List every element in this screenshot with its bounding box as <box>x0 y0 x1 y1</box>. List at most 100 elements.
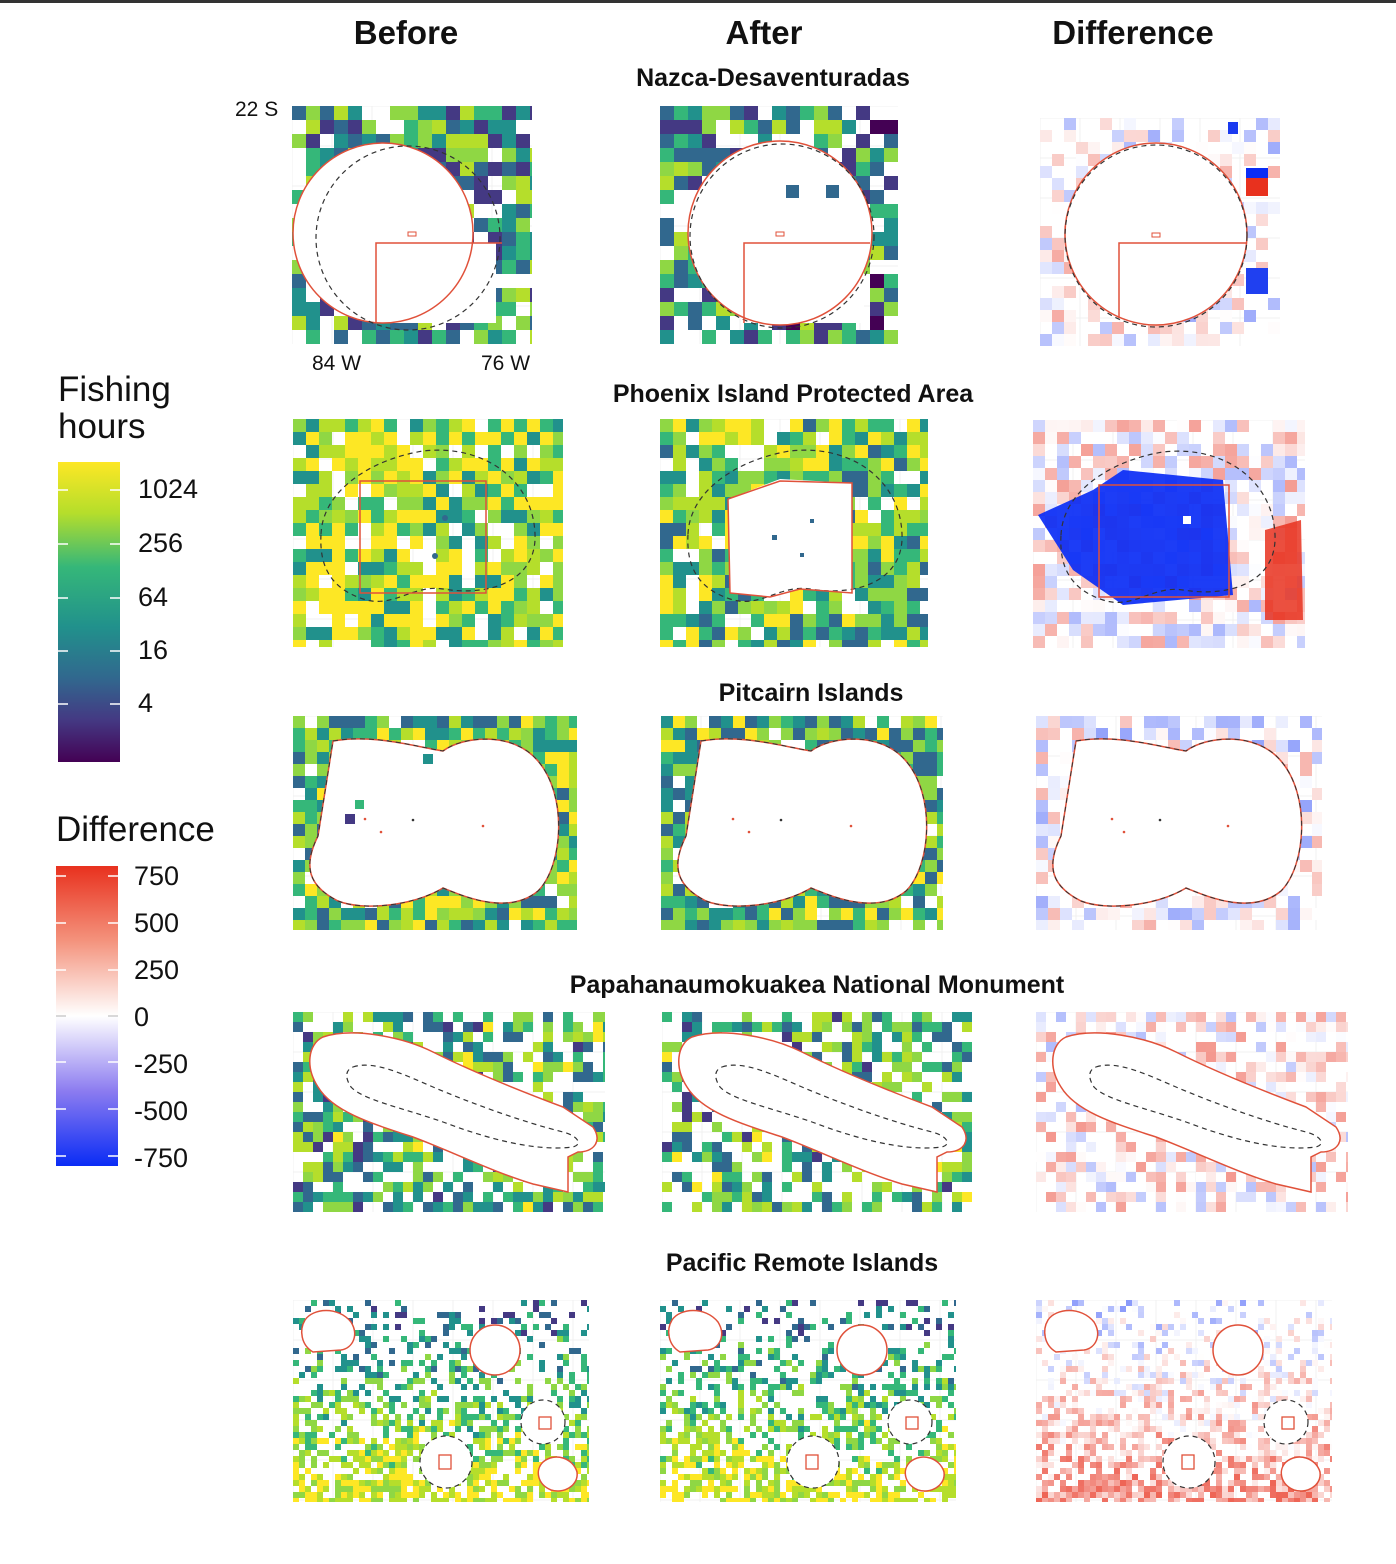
fishing-cell <box>792 1354 798 1360</box>
fishing-cell <box>662 1052 672 1062</box>
diff-cell <box>1108 908 1120 920</box>
diff-cell <box>1225 444 1237 456</box>
fishing-cell <box>293 1082 303 1092</box>
fishing-cell <box>317 728 329 740</box>
fishing-cell <box>410 484 423 497</box>
fishing-cell <box>922 1082 932 1092</box>
fishing-cell <box>306 445 319 458</box>
fishing-cell <box>697 908 709 920</box>
diff-cell <box>1286 1022 1296 1032</box>
fishing-cell <box>389 1486 395 1492</box>
diff-cell <box>1226 1012 1236 1022</box>
fishing-cell <box>475 601 488 614</box>
fishing-cell <box>672 1132 682 1142</box>
diff-cell <box>1086 1142 1096 1152</box>
diff-cell <box>1297 636 1305 648</box>
fishing-cell <box>319 419 332 432</box>
diff-cell <box>1106 1012 1116 1022</box>
fishing-cell <box>712 562 725 575</box>
fishing-cell <box>453 1032 463 1042</box>
fishing-cell <box>345 484 358 497</box>
fishing-cell <box>563 1336 569 1342</box>
fishing-cell <box>333 1202 343 1212</box>
fishing-cell <box>432 330 446 344</box>
fishing-cell <box>521 1330 527 1336</box>
fishing-cell <box>317 1360 323 1366</box>
fishing-cell <box>696 1306 702 1312</box>
fishing-cell <box>493 1172 503 1182</box>
diff-cell <box>1316 1172 1326 1182</box>
fishing-cell <box>829 614 842 627</box>
fishing-cell <box>413 1480 419 1486</box>
diff-cell <box>1273 492 1285 504</box>
diff-cell <box>1036 788 1048 800</box>
fishing-cell <box>299 1450 305 1456</box>
fishing-cell <box>858 1396 864 1402</box>
fishing-cell <box>395 1486 401 1492</box>
fishing-cell <box>491 1318 497 1324</box>
fishing-cell <box>497 1438 503 1444</box>
fishing-cell <box>672 1360 678 1366</box>
fishing-cell <box>816 627 829 640</box>
fishing-cell <box>872 1012 882 1022</box>
fishing-cell <box>431 1366 437 1372</box>
fishing-cell <box>293 764 305 776</box>
fishing-cell <box>341 1456 347 1462</box>
fishing-cell <box>397 640 410 647</box>
legend-fishing-title: Fishing hours <box>58 371 171 446</box>
diff-cell <box>1225 480 1237 492</box>
fishing-cell <box>502 330 516 344</box>
fishing-cell <box>502 176 516 190</box>
fishing-cell <box>423 432 436 445</box>
diff-cell <box>1300 800 1312 812</box>
fishing-cell <box>569 812 577 824</box>
fishing-cell <box>293 510 306 523</box>
fishing-cell <box>413 1372 419 1378</box>
fishing-cell <box>672 1300 678 1306</box>
fishing-cell <box>786 1378 792 1384</box>
fishing-cell <box>371 1312 377 1318</box>
fishing-cell <box>305 896 317 908</box>
fishing-cell <box>781 716 793 728</box>
fishing-cell <box>397 588 410 601</box>
fishing-cell <box>317 716 329 728</box>
fishing-cell <box>888 1348 894 1354</box>
diff-cell <box>1316 1072 1326 1082</box>
fishing-cell <box>822 1360 828 1366</box>
fishing-cell <box>530 316 532 330</box>
fishing-cell <box>673 716 685 728</box>
row-title-phoenix: Phoenix Island Protected Area <box>612 380 974 408</box>
fishing-cell <box>812 1032 822 1042</box>
fishing-cell <box>311 1456 317 1462</box>
fishing-cell <box>313 1092 323 1102</box>
fishing-cell <box>841 908 853 920</box>
fishing-cell <box>413 716 425 728</box>
fishing-cell <box>527 497 540 510</box>
fishing-cell <box>569 1390 575 1396</box>
fishing-cell <box>575 1486 581 1492</box>
fishing-cell <box>822 1162 832 1172</box>
fishing-cell <box>463 1062 473 1072</box>
eez-boundary-dashed <box>320 449 536 602</box>
fishing-cell <box>335 1456 341 1462</box>
fishing-cell <box>660 484 673 497</box>
diff-cell <box>1168 728 1180 740</box>
fishing-cell <box>527 419 540 432</box>
fishing-cell <box>540 549 553 562</box>
fishing-cell <box>581 1360 587 1366</box>
fishing-cell <box>335 1396 341 1402</box>
fishing-cell <box>488 627 501 640</box>
diff-cell <box>1036 1072 1046 1082</box>
map-papahanaumokuakea-difference <box>1036 1012 1348 1212</box>
fishing-cell <box>587 1324 589 1330</box>
diff-cell <box>1064 334 1076 346</box>
fishing-cell <box>371 1342 377 1348</box>
fishing-cell <box>907 419 920 432</box>
mpa-boundary <box>677 738 928 907</box>
fishing-cell <box>503 1474 509 1480</box>
fishing-cell <box>942 1062 952 1072</box>
fishing-cell <box>305 908 317 920</box>
fishing-cell <box>455 1426 461 1432</box>
fishing-cell <box>712 458 725 471</box>
diff-cell <box>1056 1202 1066 1212</box>
